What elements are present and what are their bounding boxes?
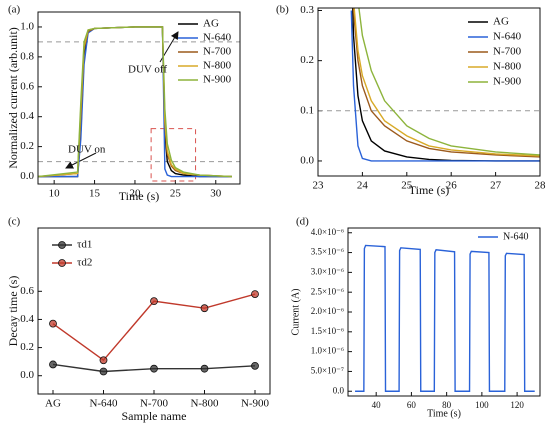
y-tick-label: 0.4 xyxy=(20,110,34,122)
marker xyxy=(200,304,209,313)
legend-label: N-800 xyxy=(203,60,232,72)
panel-label: (b) xyxy=(276,4,289,16)
y-axis-label: Decay time (s) xyxy=(6,276,20,347)
legend-label: N-800 xyxy=(493,61,522,73)
legend-label: N-900 xyxy=(493,76,522,88)
legend-label: τd2 xyxy=(77,257,92,269)
legend-label: N-900 xyxy=(203,74,232,86)
y-tick-label: 1.0×10⁻⁶ xyxy=(311,346,344,356)
plot-frame xyxy=(317,7,541,177)
y-tick-label: 2.5×10⁻⁶ xyxy=(311,286,344,296)
y-tick-label: 0.4 xyxy=(20,313,34,325)
x-tick-label: 23 xyxy=(313,180,325,192)
panel-label: (c) xyxy=(8,216,21,228)
marker xyxy=(99,356,108,365)
y-axis-label: Normalized current (arb.unit) xyxy=(6,27,20,169)
annotation: DUV off xyxy=(128,64,167,76)
y-tick-label: 0.6 xyxy=(20,80,34,92)
x-axis-label: Time (s) xyxy=(409,183,450,197)
x-axis-label: Time (s) xyxy=(427,408,461,419)
x-tick-label: 80 xyxy=(442,400,452,410)
x-tick-label: 30 xyxy=(210,188,222,200)
x-tick-label: 15 xyxy=(89,188,101,200)
legend-label: N-700 xyxy=(203,46,232,58)
y-tick-label: 4.0×10⁻⁶ xyxy=(311,227,344,237)
x-tick-label: N-800 xyxy=(190,398,219,410)
legend-marker xyxy=(58,241,66,249)
y-axis-label: Current (A) xyxy=(290,289,301,336)
y-tick-label: 3.5×10⁻⁶ xyxy=(311,247,344,257)
series-line xyxy=(358,8,540,156)
x-tick-label: 28 xyxy=(535,180,547,192)
marker xyxy=(99,367,108,376)
y-tick-label: 0.0 xyxy=(20,170,34,182)
marker xyxy=(49,360,57,369)
x-tick-label: N-700 xyxy=(140,398,169,410)
y-tick-label: 0.2 xyxy=(20,140,34,152)
y-tick-label: 0.1 xyxy=(300,104,314,116)
series-line xyxy=(355,244,535,392)
y-tick-label: 3.0×10⁻⁶ xyxy=(311,266,344,276)
annotation-arrow xyxy=(65,152,97,169)
x-tick-label: 25 xyxy=(170,188,182,200)
x-axis-label: Sample name xyxy=(122,409,187,423)
x-tick-label: N-900 xyxy=(241,398,270,410)
marker xyxy=(49,319,57,328)
plot-frame xyxy=(347,227,541,397)
x-tick-label: 60 xyxy=(407,400,417,410)
x-axis-label: Time (s) xyxy=(119,189,160,203)
marker xyxy=(200,364,209,373)
x-tick-label: 24 xyxy=(357,180,369,192)
series-line xyxy=(352,8,540,158)
panel-label: (a) xyxy=(8,4,21,16)
y-tick-label: 0.2 xyxy=(300,54,314,66)
x-tick-label: 26 xyxy=(446,180,458,192)
y-tick-label: 5.0×10⁻⁷ xyxy=(311,365,344,375)
marker xyxy=(251,361,259,370)
series-line xyxy=(353,8,540,157)
y-tick-label: 2.0×10⁻⁶ xyxy=(311,306,344,316)
legend-label: AG xyxy=(203,18,219,30)
y-tick-label: 0.0 xyxy=(333,385,345,395)
plot-frame xyxy=(37,11,241,185)
y-tick-label: 0.2 xyxy=(20,341,34,353)
x-tick-label: N-640 xyxy=(89,398,118,410)
x-tick-label: 40 xyxy=(372,400,382,410)
legend-marker xyxy=(58,259,66,267)
legend-label: N-640 xyxy=(203,32,232,44)
y-tick-label: 0.0 xyxy=(300,154,314,166)
zoom-box xyxy=(150,128,197,182)
y-tick-label: 1.5×10⁻⁶ xyxy=(311,326,344,336)
y-tick-label: 1.0 xyxy=(20,20,34,32)
x-tick-label: 25 xyxy=(401,180,413,192)
y-tick-label: 0.3 xyxy=(300,4,314,16)
x-tick-label: AG xyxy=(45,398,61,410)
legend-label: τd1 xyxy=(77,239,92,251)
marker xyxy=(251,290,259,299)
annotation: DUV on xyxy=(68,144,106,156)
legend-label: N-640 xyxy=(503,231,529,242)
marker xyxy=(150,297,158,306)
marker xyxy=(150,364,158,373)
x-tick-label: 20 xyxy=(129,188,141,200)
legend-label: N-640 xyxy=(493,31,522,43)
x-tick-label: 10 xyxy=(49,188,61,200)
y-tick-label: 0.8 xyxy=(20,50,34,62)
legend-label: AG xyxy=(493,16,509,28)
panel-label: (d) xyxy=(296,216,309,228)
y-tick-label: 0.0 xyxy=(20,369,34,381)
series-line xyxy=(38,26,232,178)
y-tick-label: 0.6 xyxy=(20,285,34,297)
x-tick-label: 27 xyxy=(490,180,502,192)
series-line xyxy=(350,10,540,162)
x-tick-label: 120 xyxy=(510,400,524,410)
plot-frame xyxy=(37,227,271,395)
x-tick-label: 100 xyxy=(475,400,489,410)
legend-label: N-700 xyxy=(493,46,522,58)
